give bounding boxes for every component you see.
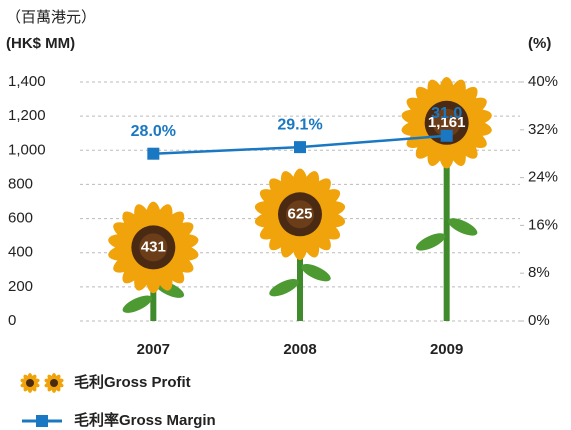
margin-marker xyxy=(147,148,159,160)
y-tick-label: 1,000 xyxy=(8,141,46,158)
y2-tick-label: 24% xyxy=(528,169,558,186)
y2-tick-label: 32% xyxy=(528,121,558,138)
margin-marker xyxy=(294,141,306,153)
y-tick-label: 800 xyxy=(8,175,33,192)
chart: （百萬港元） (HK$ MM) (%) 0 200 400 600 800 1,200 1,… xyxy=(0,0,571,430)
y-tick-label: 1,400 xyxy=(8,73,46,90)
legend-label: 毛利率Gross Margin xyxy=(74,411,216,429)
y-tick-label: 600 xyxy=(8,210,33,227)
y2-tick-label: 16% xyxy=(528,216,558,233)
margin-label: 31.0 xyxy=(431,105,462,122)
legend-center xyxy=(50,379,58,387)
value-label: 431 xyxy=(141,238,166,255)
legend-center xyxy=(26,379,34,387)
y-tick-label: 400 xyxy=(8,244,33,261)
y-axis-label: (HK$ MM) xyxy=(6,35,75,52)
x-tick-label: 2007 xyxy=(137,341,170,358)
legend-marker xyxy=(36,415,48,427)
sunflower-bar: 431 xyxy=(107,202,200,321)
x-tick-label: 2008 xyxy=(283,341,316,358)
y-tick-label: 0 xyxy=(8,312,16,329)
value-label: 625 xyxy=(287,205,312,222)
margin-marker xyxy=(441,130,453,142)
y2-tick-label: 0% xyxy=(528,312,550,329)
legend-label: 毛利Gross Profit xyxy=(74,373,191,391)
leaf xyxy=(446,215,480,239)
margin-label: 28.0% xyxy=(131,123,176,140)
leaf xyxy=(267,275,301,299)
y2-axis-label: (%) xyxy=(528,35,551,52)
y2-tick-label: 8% xyxy=(528,264,550,281)
y2-tick-label: 40% xyxy=(528,73,558,90)
x-tick-label: 2009 xyxy=(430,341,463,358)
leaf xyxy=(414,230,448,254)
leaf xyxy=(299,260,333,284)
y-tick-label: 1,200 xyxy=(8,107,46,124)
leaf xyxy=(120,292,154,316)
sunflower-bar: 625 xyxy=(254,169,347,321)
margin-label: 29.1% xyxy=(277,116,322,133)
y-tick-label: 200 xyxy=(8,278,33,295)
unit-label: （百萬港元） xyxy=(6,9,96,26)
